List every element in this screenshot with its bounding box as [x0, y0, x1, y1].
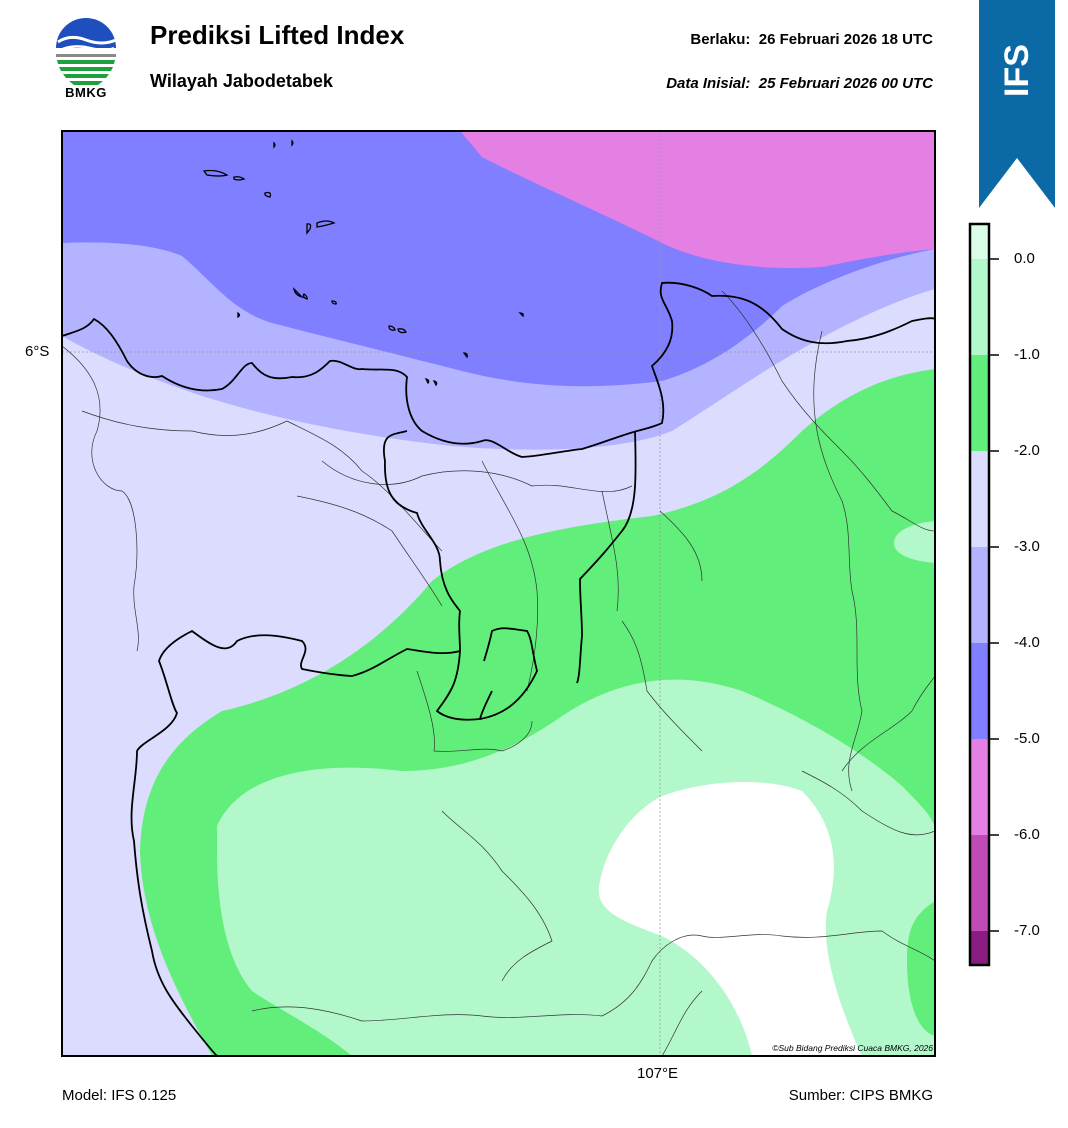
colorbar-label: -7.0 — [1014, 922, 1040, 939]
latitude-label: 6°S — [25, 343, 50, 360]
colorbar-label: 0.0 — [1014, 250, 1035, 267]
logo-text: BMKG — [65, 85, 107, 100]
copyright-text: ©Sub Bidang Prediksi Cuaca BMKG, 2026 — [772, 1043, 933, 1053]
valid-time: Berlaku: 26 Februari 2026 18 UTC — [690, 31, 933, 48]
ifs-badge — [979, 0, 1055, 208]
page-subtitle: Wilayah Jabodetabek — [150, 71, 333, 91]
colorbar-band — [970, 224, 989, 259]
colorbar-label: -5.0 — [1014, 730, 1040, 747]
init-value: 25 Februari 2026 00 UTC — [758, 75, 933, 92]
colorbar-band — [970, 355, 989, 451]
colorbar — [968, 222, 999, 967]
longitude-label: 107°E — [637, 1065, 679, 1082]
colorbar-band — [970, 547, 989, 643]
colorbar-band — [970, 259, 989, 355]
colorbar-label: -1.0 — [1014, 346, 1040, 363]
lifted-index-map — [62, 131, 935, 1056]
colorbar-label: -3.0 — [1014, 538, 1040, 555]
source-info: Sumber: CIPS BMKG — [788, 1087, 933, 1104]
colorbar-label: -4.0 — [1014, 634, 1040, 651]
colorbar-label: -6.0 — [1014, 826, 1040, 843]
colorbar-band — [970, 835, 989, 931]
model-info: Model: IFS 0.125 — [62, 1087, 177, 1104]
bmkg-logo-icon — [56, 18, 117, 86]
valid-value: 26 Februari 2026 18 UTC — [758, 31, 933, 48]
colorbar-band — [970, 643, 989, 739]
colorbar-band — [970, 931, 989, 965]
init-time: Data Inisial: 25 Februari 2026 00 UTC — [666, 75, 933, 92]
page-title: Prediksi Lifted Index — [150, 20, 405, 50]
colorbar-band — [970, 451, 989, 547]
ifs-badge-label: IFS — [997, 43, 1036, 97]
colorbar-label: -2.0 — [1014, 442, 1040, 459]
colorbar-band — [970, 739, 989, 835]
init-label: Data Inisial: — [666, 75, 751, 92]
valid-label: Berlaku: — [690, 31, 751, 48]
